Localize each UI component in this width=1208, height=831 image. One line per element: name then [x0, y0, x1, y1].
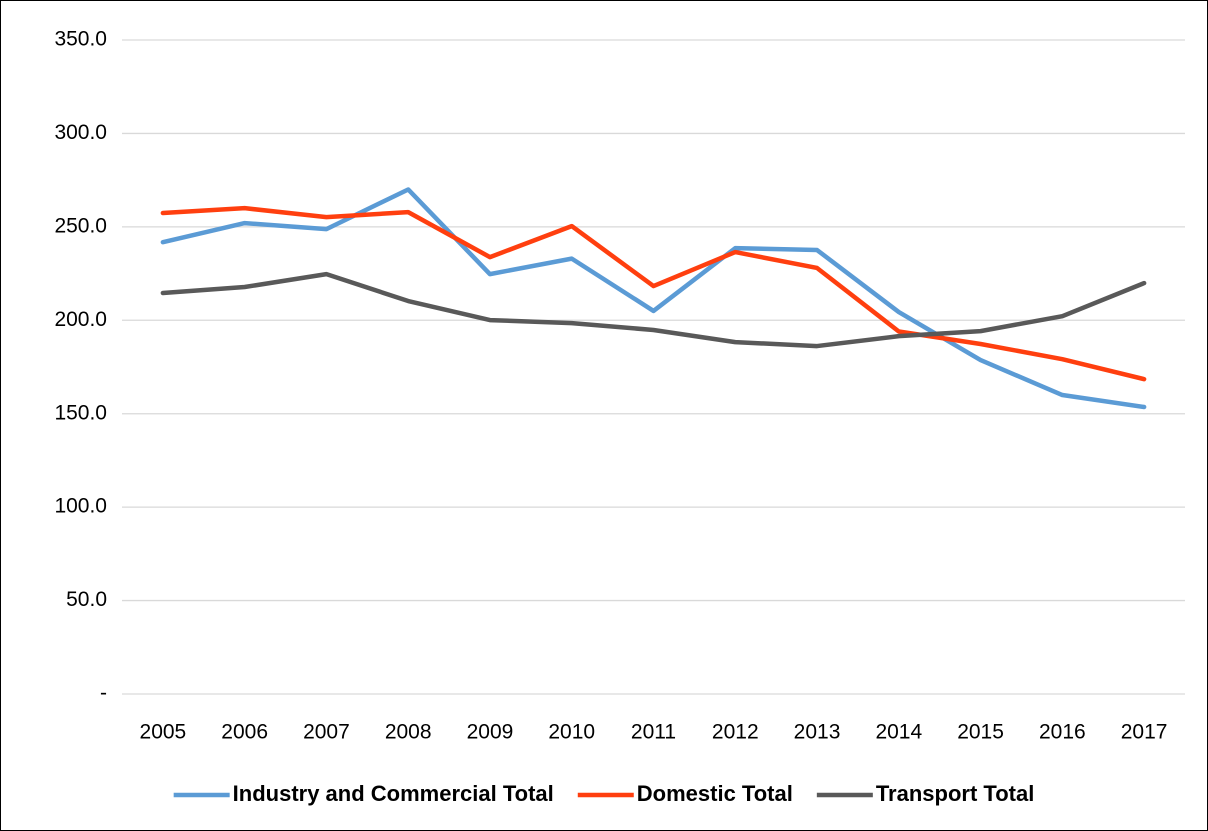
x-tick-label: 2014: [875, 721, 922, 744]
data-line: [160, 205, 1147, 382]
x-tick-label: 2008: [385, 721, 432, 744]
x-tick-label: 2012: [712, 721, 759, 744]
x-tick-label: 2013: [794, 721, 841, 744]
y-tick-label: 300.0: [54, 121, 107, 144]
x-tick-label: 2006: [221, 721, 268, 744]
data-line: [160, 187, 1147, 410]
y-tick-label: 100.0: [54, 495, 107, 518]
x-tick-label: 2017: [1121, 721, 1168, 744]
y-tick-label: 150.0: [54, 401, 107, 424]
x-tick-label: 2010: [548, 721, 595, 744]
x-tick-label: 2011: [631, 721, 676, 744]
legend-label: Industry and Commercial Total: [233, 781, 554, 806]
legend-label: Transport Total: [876, 781, 1035, 806]
y-tick-label: -: [100, 682, 107, 705]
x-tick-label: 2009: [467, 721, 514, 744]
y-tick-label: 200.0: [54, 308, 107, 331]
y-tick-label: 350.0: [54, 28, 107, 51]
x-tick-label: 2016: [1039, 721, 1086, 744]
data-line: [160, 271, 1147, 349]
y-tick-label: 50.0: [66, 588, 107, 611]
legend-label: Domestic Total: [637, 781, 793, 806]
x-tick-label: 2015: [957, 721, 1004, 744]
x-tick-label: 2007: [303, 721, 350, 744]
y-tick-label: 250.0: [54, 214, 107, 237]
x-tick-label: 2005: [140, 721, 187, 744]
